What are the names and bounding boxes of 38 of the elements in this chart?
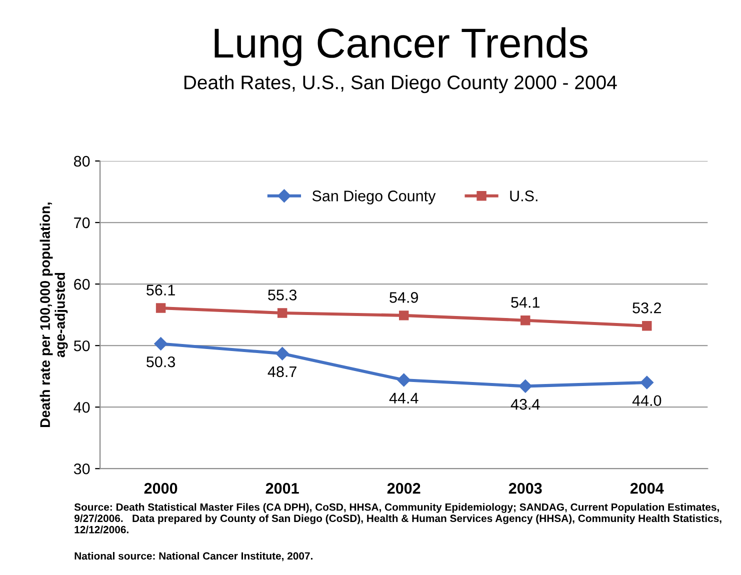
y-tick-label: 50 — [74, 340, 90, 352]
legend-label: U.S. — [510, 190, 538, 202]
data-label: 43.4 — [510, 398, 540, 410]
data-label: 50.3 — [146, 356, 175, 368]
point — [398, 310, 409, 320]
point — [520, 315, 530, 326]
point — [640, 376, 654, 390]
point — [277, 308, 288, 318]
y-tick-label: 40 — [74, 402, 90, 413]
point — [518, 380, 532, 393]
text: National source: National Cancer Institute, 2007. — [74, 552, 312, 562]
legend-label: San Diego County — [312, 190, 436, 204]
data-label: 48.7 — [268, 366, 296, 378]
point — [276, 346, 289, 360]
source-note: Source: Death Statistical Master Files (CA DPH), CoSD, HHSA, Community Epidemiology; SANDAG, Current Population Estimates, 9/27/2006. Data prepared by County of San Diego (CoSD), Health & Human Services Agency (HHSA), Community Health Statistics, 12/12/2006. — [74, 503, 722, 534]
data-label: 55.3 — [268, 290, 297, 300]
y-tick-label: 60 — [74, 278, 90, 290]
x-tick-label: 2000 — [144, 482, 178, 494]
point — [154, 337, 168, 350]
x-tick-label: 2002 — [387, 482, 420, 494]
y-axis-title: Death rate per 100,000 population, age-adjusted — [40, 202, 68, 427]
chart-title: Lung Cancer Trends — [214, 27, 588, 66]
data-label: 44.4 — [389, 392, 418, 404]
y-tick-label: 80 — [74, 156, 90, 167]
x-tick-label: 2001 — [266, 482, 299, 494]
chart-subtitle: Death Rates, U.S., San Diego County 2000 - 2004 — [184, 75, 617, 94]
point — [397, 373, 410, 387]
point — [642, 321, 652, 331]
y-tick-label: 30 — [74, 463, 90, 474]
data-label: 56.1 — [146, 284, 175, 296]
point — [156, 303, 166, 313]
data-label: 53.2 — [632, 302, 661, 314]
data-label: 54.1 — [511, 297, 540, 308]
y-tick-label: 70 — [74, 217, 90, 228]
x-tick-label: 2004 — [630, 482, 664, 494]
x-tick-label: 2003 — [508, 482, 542, 494]
data-label: 54.9 — [390, 292, 418, 303]
data-label: 44.0 — [632, 395, 662, 406]
